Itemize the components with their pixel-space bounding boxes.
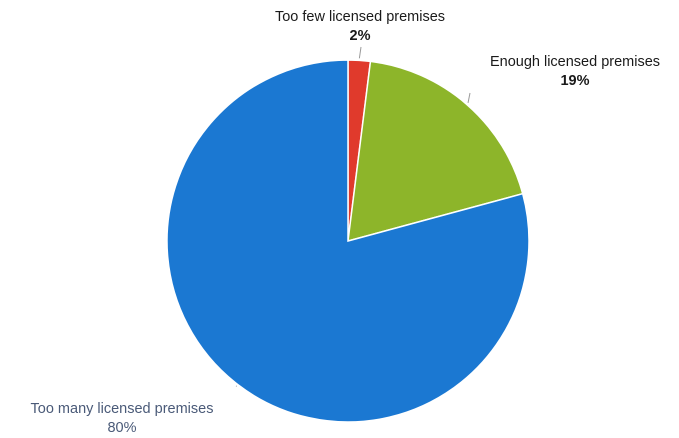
- slice-label-enough-percent: 19%: [455, 72, 679, 91]
- slice-label-too-few-percent: 2%: [240, 27, 480, 46]
- slice-label-too-many-name: Too many licensed premises: [2, 400, 242, 419]
- leader-line-too-few: [359, 47, 361, 58]
- slice-label-enough-name: Enough licensed premises: [455, 53, 679, 72]
- slice-label-too-many-percent: 80%: [2, 419, 242, 438]
- leader-line-enough: [468, 93, 470, 103]
- slice-label-too-many: Too many licensed premises 80%: [2, 400, 242, 438]
- slice-label-too-few-name: Too few licensed premises: [240, 8, 480, 27]
- slice-label-enough: Enough licensed premises 19%: [455, 53, 679, 91]
- pie-slices: [167, 60, 529, 422]
- slice-label-too-few: Too few licensed premises 2%: [240, 8, 480, 46]
